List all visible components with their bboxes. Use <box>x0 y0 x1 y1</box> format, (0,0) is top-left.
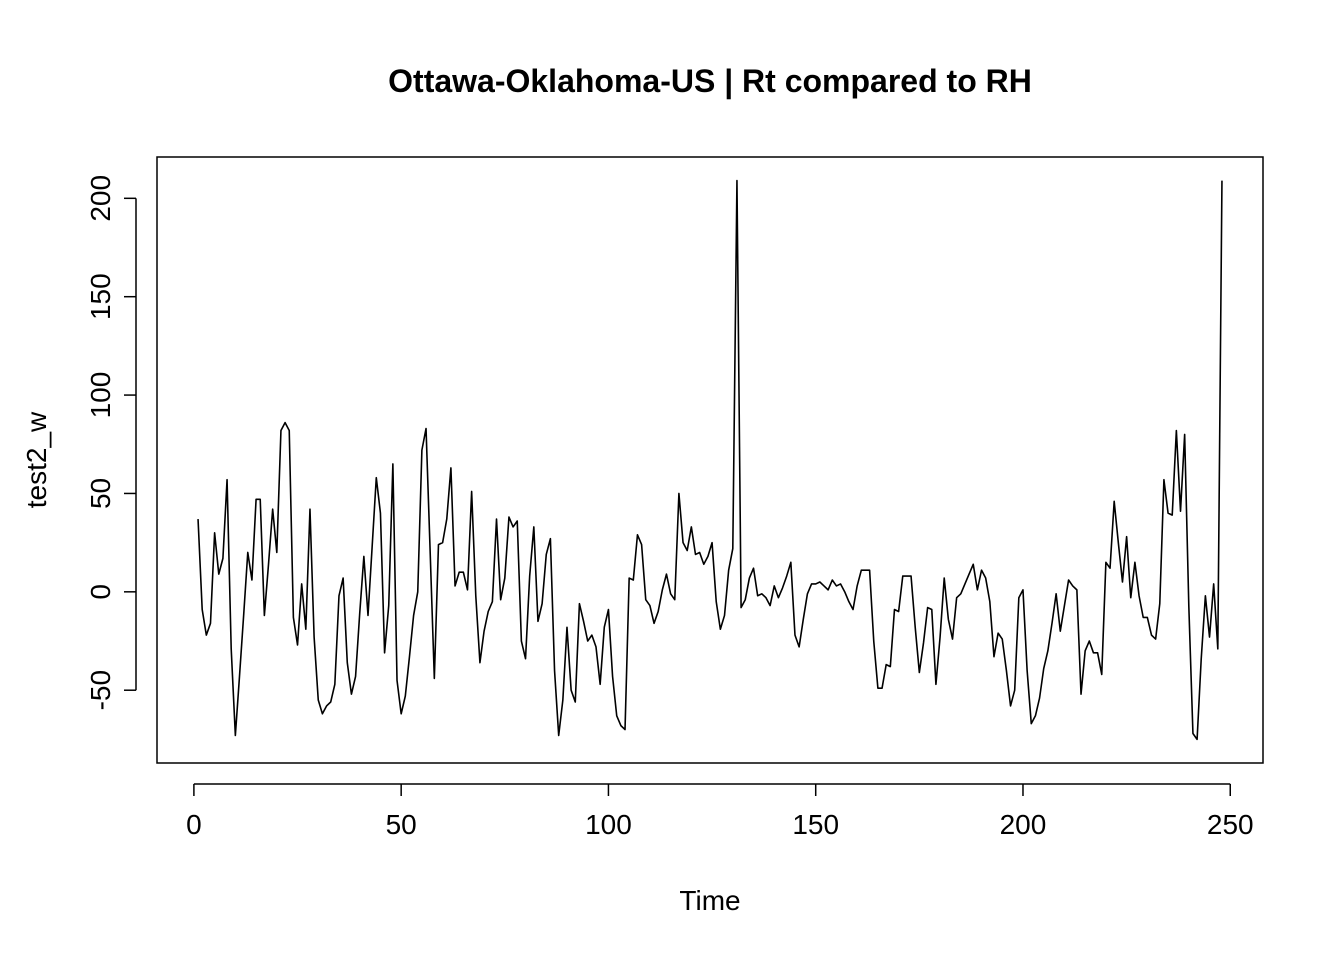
x-tick-label: 250 <box>1207 809 1254 840</box>
y-tick-label: 100 <box>85 372 116 419</box>
x-tick-label: 50 <box>386 809 417 840</box>
y-axis: -50 0 50 100 150 200 <box>85 175 137 710</box>
y-axis-label: test2_w <box>21 411 52 508</box>
y-tick-label: 150 <box>85 273 116 320</box>
y-tick-label: -50 <box>85 670 116 710</box>
plot-frame <box>156 156 1264 764</box>
y-tick-label: 0 <box>85 584 116 600</box>
series-line <box>197 179 1223 741</box>
x-axis-label: Time <box>679 885 740 916</box>
x-tick-label: 0 <box>186 809 202 840</box>
x-tick-label: 200 <box>1000 809 1047 840</box>
chart-title: Ottawa-Oklahoma-US | Rt compared to RH <box>388 63 1032 99</box>
y-tick-label: 50 <box>85 478 116 509</box>
x-tick-label: 100 <box>585 809 632 840</box>
y-tick-label: 200 <box>85 175 116 222</box>
x-axis: 0 50 100 150 200 250 <box>186 783 1254 840</box>
x-tick-label: 150 <box>792 809 839 840</box>
